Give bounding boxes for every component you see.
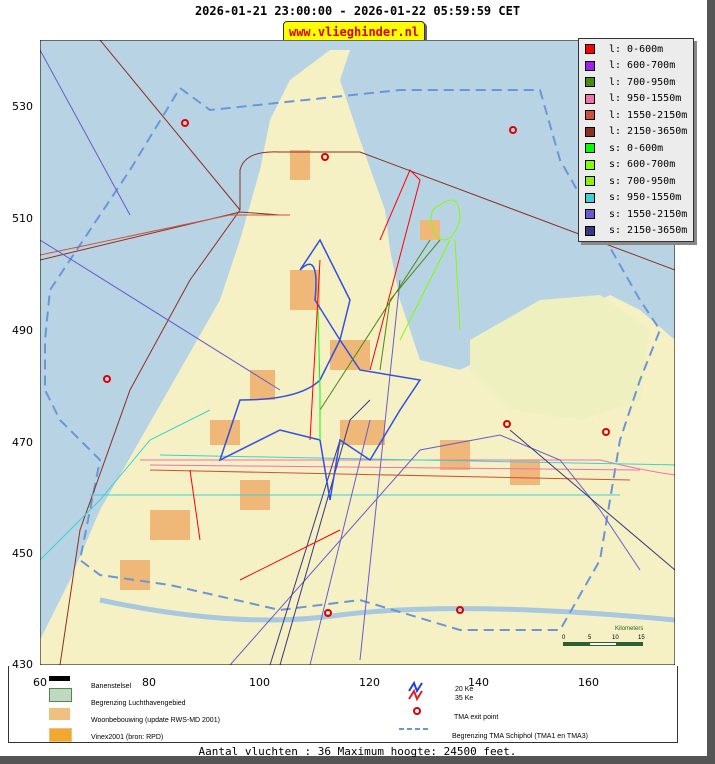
legend-swatch bbox=[585, 60, 595, 71]
noise-contour-icon bbox=[408, 681, 423, 701]
svg-text:0: 0 bbox=[562, 635, 566, 641]
time-range-title: 2026-01-21 23:00:00 - 2026-01-22 05:59:5… bbox=[194, 4, 521, 18]
y-tick: 470 bbox=[12, 436, 33, 449]
legend-label: l: 0-600m bbox=[609, 43, 664, 55]
tma-exit-points bbox=[103, 119, 610, 617]
x-tick: 140 bbox=[468, 676, 489, 689]
y-tick: 450 bbox=[12, 547, 33, 560]
legend-item: s: 0-600m bbox=[579, 140, 693, 157]
flight-track-map: Kilometers 0 5 10 15 bbox=[40, 40, 675, 665]
vinex-swatch bbox=[49, 728, 72, 742]
legend-item: s: 700-950m bbox=[579, 173, 693, 190]
flight-summary: Aantal vluchten : 36 Maximum hoogte: 245… bbox=[198, 745, 517, 758]
legend-label: l: 2150-3650m bbox=[609, 126, 688, 138]
markermeer bbox=[410, 270, 480, 360]
x-tick: 120 bbox=[359, 676, 380, 689]
tma-boundary-label: Begrenzing TMA Schiphol (TMA1 en TMA3) bbox=[452, 733, 588, 740]
legend-label: s: 1550-2150m bbox=[609, 208, 688, 220]
x-tick: 60 bbox=[33, 676, 47, 689]
site-banner-link[interactable]: www.vlieghinder.nl bbox=[283, 21, 425, 43]
x-tick: 100 bbox=[249, 676, 270, 689]
tma-boundary-icon bbox=[399, 728, 429, 730]
legend-swatch bbox=[585, 77, 595, 88]
legend-swatch bbox=[585, 93, 595, 104]
legend-label: l: 1550-2150m bbox=[609, 109, 688, 121]
x-tick: 160 bbox=[578, 676, 599, 689]
legend-label: l: 950-1550m bbox=[609, 93, 682, 105]
altitude-legend: l: 0-600m l: 600-700m l: 700-950m l: 950-15… bbox=[578, 38, 694, 242]
runway-swatch bbox=[49, 676, 70, 681]
ke20-label: 20 Ke bbox=[455, 686, 474, 693]
legend-item: s: 600-700m bbox=[579, 157, 693, 174]
runways-label: Banenstelsel bbox=[91, 683, 132, 690]
scalebar: Kilometers 0 5 10 15 bbox=[562, 626, 645, 646]
ke35-label: 35 Ke bbox=[455, 695, 474, 702]
flevoland bbox=[470, 295, 650, 420]
legend-label: s: 0-600m bbox=[609, 142, 664, 154]
legend-swatch bbox=[585, 110, 595, 121]
legend-swatch bbox=[585, 209, 595, 220]
legend-item: s: 950-1550m bbox=[579, 190, 693, 207]
legend-item: s: 1550-2150m bbox=[579, 206, 693, 223]
legend-item: l: 700-950m bbox=[579, 74, 693, 91]
legend-label: s: 2150-3650m bbox=[609, 225, 688, 237]
legend-swatch bbox=[585, 44, 595, 55]
legend-item: l: 0-600m bbox=[579, 41, 693, 58]
svg-text:15: 15 bbox=[638, 635, 645, 641]
legend-item: s: 2150-3650m bbox=[579, 223, 693, 240]
airport-boundary-swatch bbox=[49, 688, 72, 702]
legend-swatch bbox=[585, 143, 595, 154]
legend-swatch bbox=[585, 126, 595, 137]
legend-label: s: 700-950m bbox=[609, 175, 676, 187]
map-legend: Banenstelsel Begrenzing Luchthavengebied… bbox=[8, 666, 678, 743]
tma-exit-icon bbox=[413, 707, 421, 715]
legend-swatch bbox=[585, 225, 595, 236]
legend-label: l: 700-950m bbox=[609, 76, 676, 88]
legend-swatch bbox=[585, 159, 595, 170]
legend-swatch bbox=[585, 192, 595, 203]
y-tick: 430 bbox=[12, 658, 33, 671]
legend-swatch bbox=[585, 176, 595, 187]
y-tick: 490 bbox=[12, 324, 33, 337]
svg-text:Kilometers: Kilometers bbox=[615, 626, 643, 632]
svg-text:10: 10 bbox=[612, 635, 619, 641]
legend-item: l: 1550-2150m bbox=[579, 107, 693, 124]
legend-item: l: 600-700m bbox=[579, 58, 693, 75]
legend-label: l: 600-700m bbox=[609, 60, 676, 72]
y-tick: 510 bbox=[12, 212, 33, 225]
legend-item: l: 950-1550m bbox=[579, 91, 693, 108]
residential-label: Woonbebouwing (update RWS-MD 2001) bbox=[91, 717, 220, 724]
airport-boundary-label: Begrenzing Luchthavengebied bbox=[91, 700, 186, 707]
legend-label: s: 600-700m bbox=[609, 159, 676, 171]
legend-item: l: 2150-3650m bbox=[579, 124, 693, 141]
y-tick: 530 bbox=[12, 100, 33, 113]
flight-tracks bbox=[40, 40, 675, 665]
tma-boundary bbox=[44, 87, 662, 631]
residential-swatch bbox=[49, 708, 70, 720]
legend-label: s: 950-1550m bbox=[609, 192, 682, 204]
svg-text:5: 5 bbox=[588, 635, 592, 641]
vinex-label: Vinex2001 (bron: RPD) bbox=[91, 734, 164, 741]
rivers bbox=[99, 597, 675, 623]
x-tick: 80 bbox=[142, 676, 156, 689]
tma-exit-label: TMA exit point bbox=[454, 714, 499, 721]
